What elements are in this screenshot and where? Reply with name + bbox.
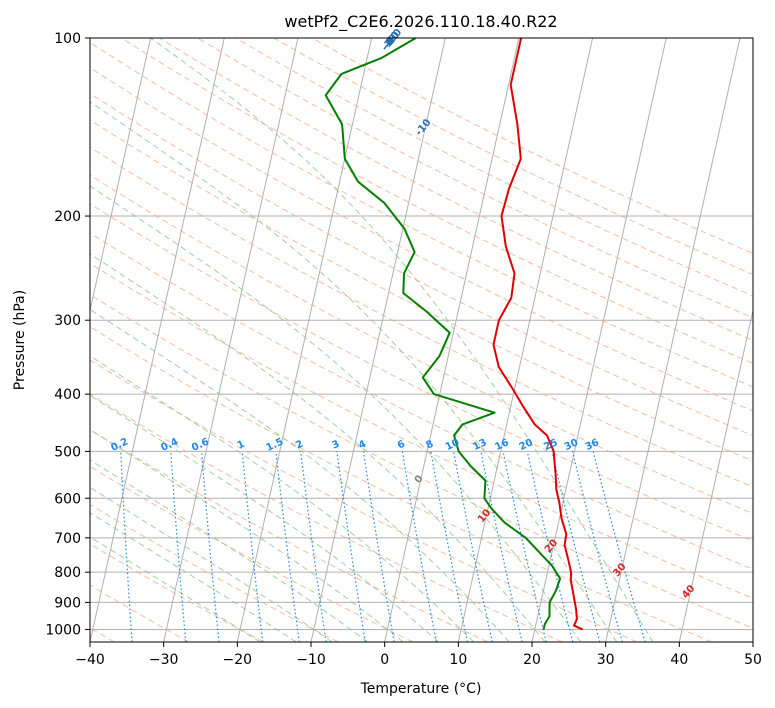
temperature-profile-line [492,38,584,631]
dry-adiabat [90,66,753,412]
mixing-ratio-label: 8 [424,439,435,452]
y-tick-label: 700 [54,531,81,547]
moist-adiabat [90,428,404,642]
y-tick-label: 400 [54,387,81,403]
mixing-ratio-label: 4 [357,439,368,452]
dry-adiabat [90,92,753,437]
mixing-ratio-line [241,451,264,642]
dewpoint-profile-line [324,38,562,630]
isotherm-gridline [457,38,594,642]
moist-adiabat [90,459,368,642]
mixing-ratio-line [201,451,220,642]
mixing-ratio-line [300,451,327,642]
isotherm-gridline [310,38,446,642]
dry-adiabat [90,174,753,515]
y-tick-label: 1000 [45,622,81,638]
moist-adiabat [90,308,510,642]
mixing-ratio-line [571,451,623,642]
y-axis-label: Pressure (hPa) [12,290,28,390]
moist-adiabat [90,394,439,642]
moist-adiabat [150,38,654,642]
isotherm-gridline [236,38,373,642]
mixing-ratio-label: 10 [444,437,461,453]
dry-adiabat [90,119,753,462]
x-tick-label: 50 [744,652,762,668]
isotherm-gridline [678,308,753,642]
dry-adiabat [90,203,753,542]
isotherm-gridline [90,38,152,313]
moist-adiabat [90,355,475,642]
mixing-ratio-label: 30 [563,437,580,453]
isotherm-gridline [531,38,667,642]
mixing-ratio-line [453,451,493,642]
y-tick-label: 600 [54,491,81,507]
x-tick-label: −20 [223,652,253,668]
mixing-ratio-label: 13 [471,437,488,453]
mixing-ratio-line [592,451,646,642]
x-tick-label: 0 [380,652,389,668]
mixing-ratio-line [275,451,300,642]
x-tick-label: −10 [296,652,326,668]
y-tick-label: 100 [54,31,81,47]
isotherm-gridline [605,38,741,642]
dry-adiabat [90,262,753,599]
mixing-ratio-label: 6 [396,439,407,452]
x-tick-label: 30 [597,652,615,668]
dry-adiabat [90,393,563,642]
x-tick-label: −30 [149,652,179,668]
mixing-ratio-line [551,451,601,642]
mixing-ratio-label: 16 [493,437,510,453]
x-tick-label: 40 [670,652,688,668]
mixing-ratio-label: 2 [294,439,305,452]
x-tick-label: 10 [449,652,467,668]
dry-adiabat [90,146,753,488]
y-tick-label: 300 [54,313,81,329]
mixing-ratio-line [362,451,395,642]
moist-adiabat [90,253,546,642]
chart-title: wetPf2_C2E6.2026.110.18.40.R22 [284,12,557,32]
y-tick-label: 900 [54,595,81,611]
mixing-ratio-label: 25 [542,437,559,453]
mixing-ratio-line [480,451,523,642]
dry-adiabat [90,232,753,570]
mixing-ratio-line [526,451,574,642]
dry-adiabat [90,503,339,642]
mixing-ratio-line [336,451,366,642]
isotherm-gridline [163,38,299,642]
mixing-ratio-label: 36 [584,437,601,453]
dry-adiabat [121,38,753,364]
dry-adiabat [90,359,638,642]
y-tick-label: 200 [54,209,81,225]
x-axis-label: Temperature (°C) [360,681,482,697]
mixing-ratio-label: 1 [236,439,247,452]
moist-adiabat [90,486,333,642]
plot-frame [89,37,754,643]
isotherm-gridline [90,38,225,642]
dry-adiabat [90,41,753,388]
dry-adiabat [90,326,712,642]
y-tick-label: 800 [54,565,81,581]
isotherm-gridline [384,38,520,642]
x-tick-label: −40 [75,652,105,668]
x-tick-label: 20 [523,652,541,668]
mixing-ratio-label: 20 [518,437,535,453]
dry-adiabat [159,38,753,341]
moist-adiabat [90,101,618,642]
dry-adiabat [90,294,753,629]
mixing-ratio-line [502,451,547,642]
y-tick-label: 500 [54,444,81,460]
mixing-ratio-label: 3 [330,439,341,452]
